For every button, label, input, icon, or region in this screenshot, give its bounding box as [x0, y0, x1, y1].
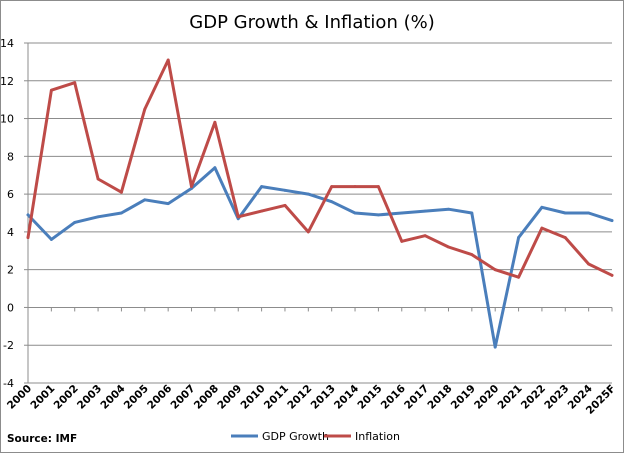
data-point	[377, 213, 380, 217]
y-tick-label: 0	[7, 301, 14, 314]
data-point	[423, 234, 427, 238]
data-point	[517, 275, 520, 279]
data-point	[283, 188, 287, 192]
data-point	[143, 107, 147, 111]
data-point	[49, 88, 53, 92]
data-point	[166, 202, 170, 205]
y-tick-label: 14	[0, 37, 14, 50]
data-point	[447, 207, 450, 211]
data-point	[563, 236, 567, 239]
chart-title: GDP Growth & Inflation (%)	[189, 12, 434, 33]
x-tick-label: 2004	[98, 383, 127, 412]
data-point	[213, 166, 217, 170]
data-point	[26, 236, 30, 239]
x-tick-label: 2017	[402, 383, 431, 412]
data-point	[400, 211, 404, 215]
legend-label-gdp-growth: GDP Growth	[262, 430, 329, 443]
data-point	[610, 219, 614, 222]
x-tick-label: 2023	[542, 383, 571, 412]
y-tick-label: -4	[3, 377, 14, 390]
data-point	[120, 190, 123, 194]
y-tick-label: 2	[7, 264, 14, 277]
x-tick-label: 2014	[332, 383, 361, 412]
x-tick-label: 2003	[75, 383, 104, 412]
data-point	[540, 205, 544, 209]
y-tick-label: 12	[0, 75, 14, 88]
data-point	[377, 185, 380, 188]
y-axis-ticks: -4 -2 0 2 4 6 8 10 12 14	[0, 37, 28, 390]
data-point	[190, 185, 193, 188]
data-point	[470, 211, 474, 215]
legend-label-inflation: Inflation	[355, 430, 400, 443]
data-point	[283, 204, 287, 207]
data-point	[587, 211, 591, 215]
data-point	[470, 253, 474, 256]
x-axis-ticks: 2000200120022003200420052006200720082009…	[5, 307, 618, 417]
data-point	[353, 211, 357, 215]
data-point	[540, 226, 544, 230]
data-point	[400, 239, 404, 243]
data-point	[517, 236, 520, 239]
x-tick-label: 2012	[285, 383, 314, 412]
y-tick-label: 8	[7, 150, 14, 163]
x-tick-label: 2009	[215, 383, 244, 412]
data-point	[260, 185, 263, 188]
source-note: Source: IMF	[7, 433, 77, 445]
x-tick-label: 2002	[52, 383, 81, 412]
data-point	[353, 185, 357, 188]
data-point	[330, 185, 334, 188]
data-point	[96, 215, 100, 219]
data-point	[563, 211, 567, 215]
data-point	[423, 209, 427, 213]
series-lines	[26, 58, 614, 349]
x-tick-label: 2007	[168, 383, 197, 412]
x-tick-label: 2008	[192, 383, 221, 412]
data-point	[493, 268, 497, 272]
data-point	[73, 81, 77, 85]
series-line-inflation	[26, 58, 614, 279]
data-point	[260, 209, 263, 213]
x-tick-label: 2019	[449, 383, 478, 412]
x-tick-label: 2006	[145, 383, 174, 412]
data-point	[120, 211, 123, 215]
data-point	[166, 58, 170, 62]
legend: GDP Growth Inflation	[231, 430, 400, 443]
y-tick-label: 10	[0, 113, 14, 126]
data-point	[73, 221, 77, 224]
data-point	[610, 273, 614, 277]
x-tick-label: 2021	[496, 383, 525, 412]
x-tick-label: 2013	[309, 383, 338, 412]
data-point	[447, 245, 450, 249]
data-point	[143, 198, 147, 202]
data-point	[236, 215, 240, 219]
x-tick-label: 2005	[122, 383, 151, 412]
x-tick-label: 2016	[379, 383, 408, 412]
x-tick-label: 2010	[239, 383, 268, 412]
x-tick-label: 2018	[425, 383, 454, 412]
x-tick-label: 2015	[355, 383, 384, 412]
data-point	[26, 213, 30, 217]
x-tick-label: 2011	[262, 383, 291, 412]
series-line-gdp-growth	[26, 166, 614, 349]
data-point	[330, 200, 334, 204]
y-tick-label: -2	[3, 339, 14, 352]
x-tick-label: 2020	[472, 383, 501, 412]
y-tick-label: 6	[7, 188, 14, 201]
data-point	[306, 192, 310, 196]
data-point	[493, 345, 497, 349]
gridlines	[27, 42, 612, 384]
y-tick-label: 4	[7, 226, 14, 239]
data-point	[96, 177, 100, 181]
x-tick-label: 2001	[28, 383, 57, 412]
data-point	[49, 238, 53, 241]
data-point	[213, 120, 217, 124]
data-point	[306, 230, 310, 234]
x-tick-label: 2022	[519, 383, 548, 412]
data-point	[587, 262, 591, 266]
